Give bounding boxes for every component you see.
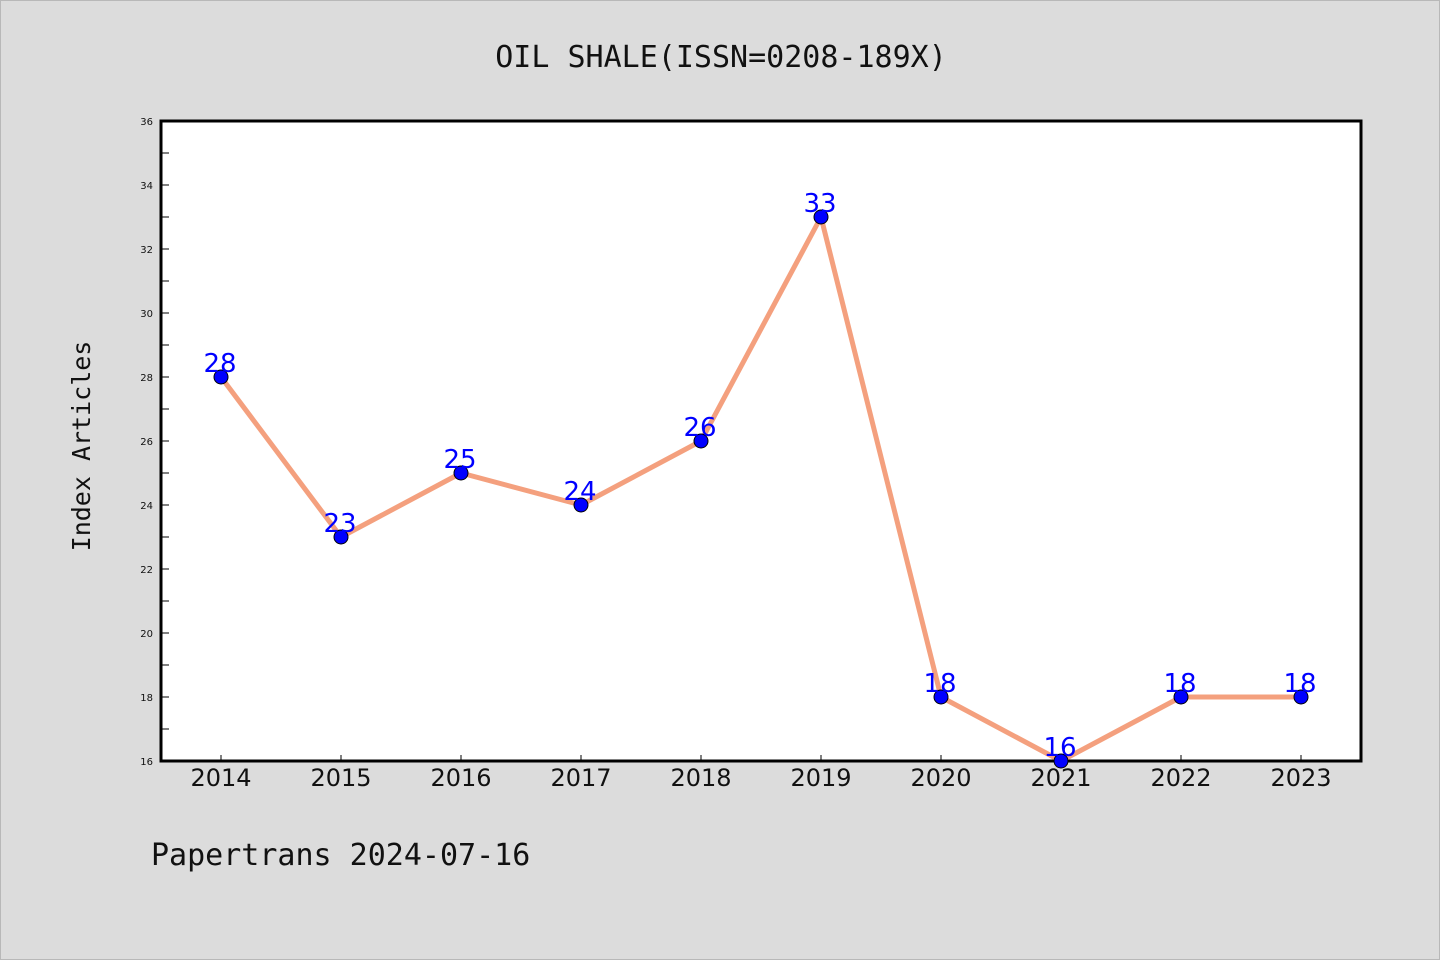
data-label: 16 xyxy=(1043,733,1076,763)
data-label: 26 xyxy=(683,413,716,443)
y-tick-label: 24 xyxy=(140,501,153,512)
data-point xyxy=(693,433,709,449)
y-axis-ticks: 16 18 20 22 24 26 28 30 32 34 36 xyxy=(140,117,169,768)
y-tick-label: 22 xyxy=(140,565,153,576)
y-tick-label: 20 xyxy=(140,629,153,640)
x-tick-label: 2018 xyxy=(670,764,731,792)
y-axis-label: Index Articles xyxy=(67,341,96,552)
x-tick-label: 2022 xyxy=(1150,764,1211,792)
y-tick-label: 28 xyxy=(140,373,153,384)
data-label: 33 xyxy=(803,189,836,219)
y-tick-label: 18 xyxy=(140,693,153,704)
data-label: 24 xyxy=(563,477,596,507)
data-point xyxy=(213,369,229,385)
series-line xyxy=(218,214,1304,764)
data-label: 28 xyxy=(203,349,236,379)
data-point xyxy=(333,529,349,545)
plot-area xyxy=(159,119,1363,763)
x-tick-label: 2015 xyxy=(310,764,371,792)
x-tick-label: 2023 xyxy=(1270,764,1331,792)
x-tick-label: 2019 xyxy=(790,764,851,792)
x-tick-label: 2017 xyxy=(550,764,611,792)
y-tick-label: 32 xyxy=(140,245,153,256)
x-tick-label: 2014 xyxy=(190,764,251,792)
data-point xyxy=(453,465,469,481)
y-tick-label: 26 xyxy=(140,437,153,448)
data-point xyxy=(1293,689,1309,705)
y-tick-label: 36 xyxy=(140,117,153,128)
y-tick-label: 30 xyxy=(140,309,153,320)
x-axis-ticks: 2014 2015 2016 2017 2018 2019 2020 2021 2022 2023 xyxy=(190,755,1332,792)
chart-title: OIL SHALE(ISSN=0208-189X) xyxy=(495,40,947,75)
data-label: 23 xyxy=(323,509,356,539)
y-tick-label: 34 xyxy=(140,181,153,192)
data-point xyxy=(813,209,829,225)
x-tick-label: 2020 xyxy=(910,764,971,792)
footer-caption: Papertrans 2024-07-16 xyxy=(151,838,530,873)
series-layer: 28 23 25 24 26 33 18 16 18 18 xyxy=(203,189,1317,769)
data-label: 18 xyxy=(1163,669,1196,699)
x-tick-label: 2016 xyxy=(430,764,491,792)
data-point xyxy=(933,689,949,705)
data-point xyxy=(1173,689,1189,705)
data-label: 18 xyxy=(923,669,956,699)
data-label: 18 xyxy=(1283,669,1316,699)
data-point xyxy=(573,497,589,513)
y-tick-label: 16 xyxy=(140,757,153,768)
data-label: 25 xyxy=(443,445,476,475)
x-tick-label: 2021 xyxy=(1030,764,1091,792)
data-point xyxy=(1053,753,1069,769)
